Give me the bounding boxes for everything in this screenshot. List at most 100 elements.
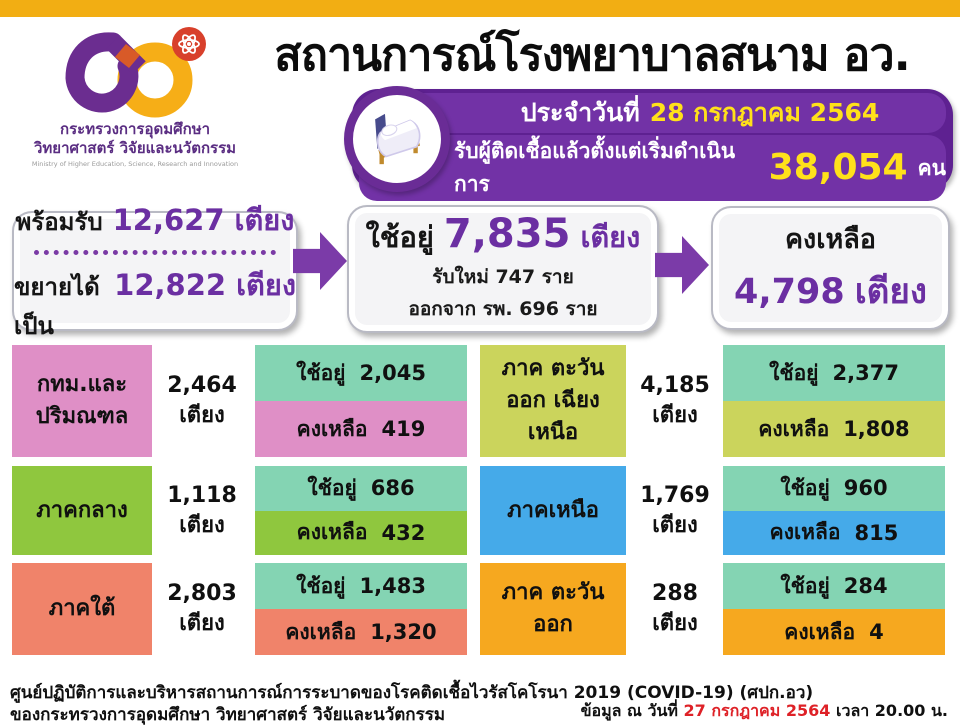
region-total-value: 1,118: [167, 482, 237, 508]
date-banner: ประจำวันที่ 28 กรกฎาคม 2564 รับผู้ติดเชื…: [352, 89, 953, 201]
remain-cell-value: 419: [381, 417, 426, 441]
remain-cell-label: คงเหลือ: [769, 520, 841, 545]
logo-text-english: Ministry of Higher Education, Science, R…: [31, 159, 239, 168]
banner-total-row: รับผู้ติดเชื้อแล้วตั้งแต่เริ่มดำเนินการ …: [359, 135, 946, 201]
region-total-value: 1,769: [640, 482, 710, 508]
inuse-cell-label: ใช้อยู่: [780, 475, 830, 500]
expand-value: 12,822: [114, 268, 227, 302]
region-name-east: ภาค ตะวันออก: [480, 563, 626, 655]
inuse-cell-label: ใช้อยู่: [769, 360, 819, 385]
inuse-cell-value: 284: [843, 574, 888, 598]
remaining-card: คงเหลือ 4,798 เตียง: [711, 206, 950, 330]
inuse-unit: เตียง: [580, 220, 641, 254]
remain-cell-value: 4: [869, 620, 884, 644]
inuse-cell-value: 686: [370, 476, 415, 501]
remain-cell: คงเหลือ 4: [723, 609, 945, 655]
remain-cell-label: คงเหลือ: [784, 619, 856, 644]
inuse-cell: ใช้อยู่ 960: [723, 466, 945, 511]
region-total-central: 1,118 เตียง: [152, 466, 252, 555]
hospital-bed-badge: [344, 86, 450, 192]
expand-line: ขยายได้เป็น 12,822 เตียง: [14, 262, 296, 345]
region-total-value: 288: [652, 581, 698, 607]
mhesi-logo: กระทรวงการอุดมศึกษา วิทยาศาสตร์ วิจัยและ…: [30, 24, 240, 168]
ready-label: พร้อมรับ: [15, 208, 103, 236]
inuse-cell-value: 960: [843, 476, 888, 501]
region-stack-northeast: ใช้อยู่ 2,377 คงเหลือ 1,808: [723, 345, 945, 457]
remain-cell-label: คงเหลือ: [296, 416, 368, 441]
remain-cell: คงเหลือ 1,808: [723, 401, 945, 457]
mhesi-60-logo-icon: [65, 27, 206, 118]
inuse-label: ใช้อยู่: [365, 220, 434, 254]
region-total-value: 4,185: [640, 373, 710, 399]
region-total-unit: เตียง: [652, 512, 698, 538]
hospital-bed-icon: [375, 113, 421, 165]
inuse-cell: ใช้อยู่ 284: [723, 563, 945, 609]
expand-unit: เตียง: [236, 268, 296, 302]
remaining-line: 4,798 เตียง: [734, 264, 927, 319]
inuse-cell-label: ใช้อยู่: [780, 573, 830, 598]
page-title: สถานการณ์โรงพยาบาลสนาม อว.: [274, 28, 910, 81]
region-stack-central: ใช้อยู่ 686 คงเหลือ 432: [255, 466, 467, 555]
region-total-unit: เตียง: [179, 611, 225, 636]
inuse-value: 7,835: [443, 211, 571, 257]
region-total-unit: เตียง: [179, 403, 225, 428]
in-use-card: ใช้อยู่ 7,835 เตียง รับใหม่ 747 ราย ออกจ…: [347, 205, 659, 333]
capacity-card: พร้อมรับ 12,627 เตียง ขยายได้เป็น 12,822…: [12, 203, 298, 340]
inuse-cell-value: 1,483: [359, 574, 426, 598]
region-total-unit: เตียง: [652, 403, 698, 428]
footer-org-line2: ของกระทรวงการอุดมศึกษา วิทยาศาสตร์ วิจัย…: [10, 705, 446, 725]
region-stack-north: ใช้อยู่ 960 คงเหลือ 815: [723, 466, 945, 555]
arrow-right-icon: [293, 232, 347, 290]
inuse-cell: ใช้อยู่ 2,377: [723, 345, 945, 401]
ready-line: พร้อมรับ 12,627 เตียง: [16, 197, 295, 243]
remain-cell: คงเหลือ 1,320: [255, 609, 467, 655]
remaining-value: 4,798: [733, 272, 845, 312]
region-name-central: ภาคกลาง: [12, 466, 152, 555]
inuse-cell: ใช้อยู่ 686: [255, 466, 467, 511]
remain-cell: คงเหลือ 432: [255, 510, 467, 555]
expand-label: ขยายได้เป็น: [14, 273, 100, 340]
inuse-line: ใช้อยู่ 7,835 เตียง: [366, 214, 641, 260]
inuse-cell-label: ใช้อยู่: [307, 475, 357, 500]
logo-text-line2: วิทยาศาสตร์ วิจัยและนวัตกรรม: [33, 138, 237, 157]
remaining-unit: เตียง: [854, 272, 927, 312]
arrow-right-icon: [655, 236, 709, 294]
dotted-divider: [33, 250, 277, 255]
data-source-note: ข้อมูล ณ วันที่ 27 กรกฎาคม 2564 เวลา 20.…: [581, 699, 948, 724]
region-name-north: ภาคเหนือ: [480, 466, 626, 555]
region-total-value: 2,803: [167, 581, 237, 607]
inuse-cell: ใช้อยู่ 2,045: [255, 345, 467, 401]
remain-cell-label: คงเหลือ: [296, 520, 368, 545]
region-total-bkk: 2,464 เตียง: [152, 345, 252, 457]
remaining-label: คงเหลือ: [784, 224, 877, 255]
inuse-cell-label: ใช้อยู่: [296, 573, 346, 598]
remain-cell-value: 432: [381, 520, 426, 545]
new-admissions: รับใหม่ 747 ราย: [432, 266, 574, 288]
banner-date-row: ประจำวันที่ 28 กรกฎาคม 2564: [359, 93, 946, 133]
discharged: ออกจาก รพ. 696 ราย: [408, 298, 598, 320]
region-total-east: 288 เตียง: [628, 563, 722, 655]
region-total-unit: เตียง: [179, 512, 225, 538]
inuse-cell-label: ใช้อยู่: [296, 360, 346, 385]
region-stack-east: ใช้อยู่ 284 คงเหลือ 4: [723, 563, 945, 655]
region-total-south: 2,803 เตียง: [152, 563, 252, 655]
region-stack-south: ใช้อยู่ 1,483 คงเหลือ 1,320: [255, 563, 467, 655]
inuse-cell-value: 2,045: [359, 361, 426, 385]
banner-total-label: รับผู้ติดเชื้อแล้วตั้งแต่เริ่มดำเนินการ: [454, 139, 736, 196]
banner-date-value: 28 กรกฎาคม 2564: [649, 98, 880, 127]
source-time: เวลา 20.00 น.: [835, 701, 948, 720]
region-total-north: 1,769 เตียง: [628, 466, 722, 555]
banner-total-unit: คน: [917, 155, 946, 180]
region-name-south: ภาคใต้: [12, 563, 152, 655]
region-name-bkk: กทม.และ ปริมณฑล: [12, 345, 152, 457]
logo-text-line1: กระทรวงการอุดมศึกษา: [60, 120, 210, 138]
banner-total-value: 38,054: [768, 147, 908, 188]
region-total-northeast: 4,185 เตียง: [628, 345, 722, 457]
inuse-cell: ใช้อยู่ 1,483: [255, 563, 467, 609]
region-name-northeast: ภาค ตะวันออก เฉียงเหนือ: [480, 345, 626, 457]
remain-cell: คงเหลือ 815: [723, 510, 945, 555]
remain-cell-value: 1,808: [843, 417, 910, 441]
ready-value: 12,627: [112, 203, 225, 237]
remain-cell-label: คงเหลือ: [285, 619, 357, 644]
remain-cell: คงเหลือ 419: [255, 401, 467, 457]
